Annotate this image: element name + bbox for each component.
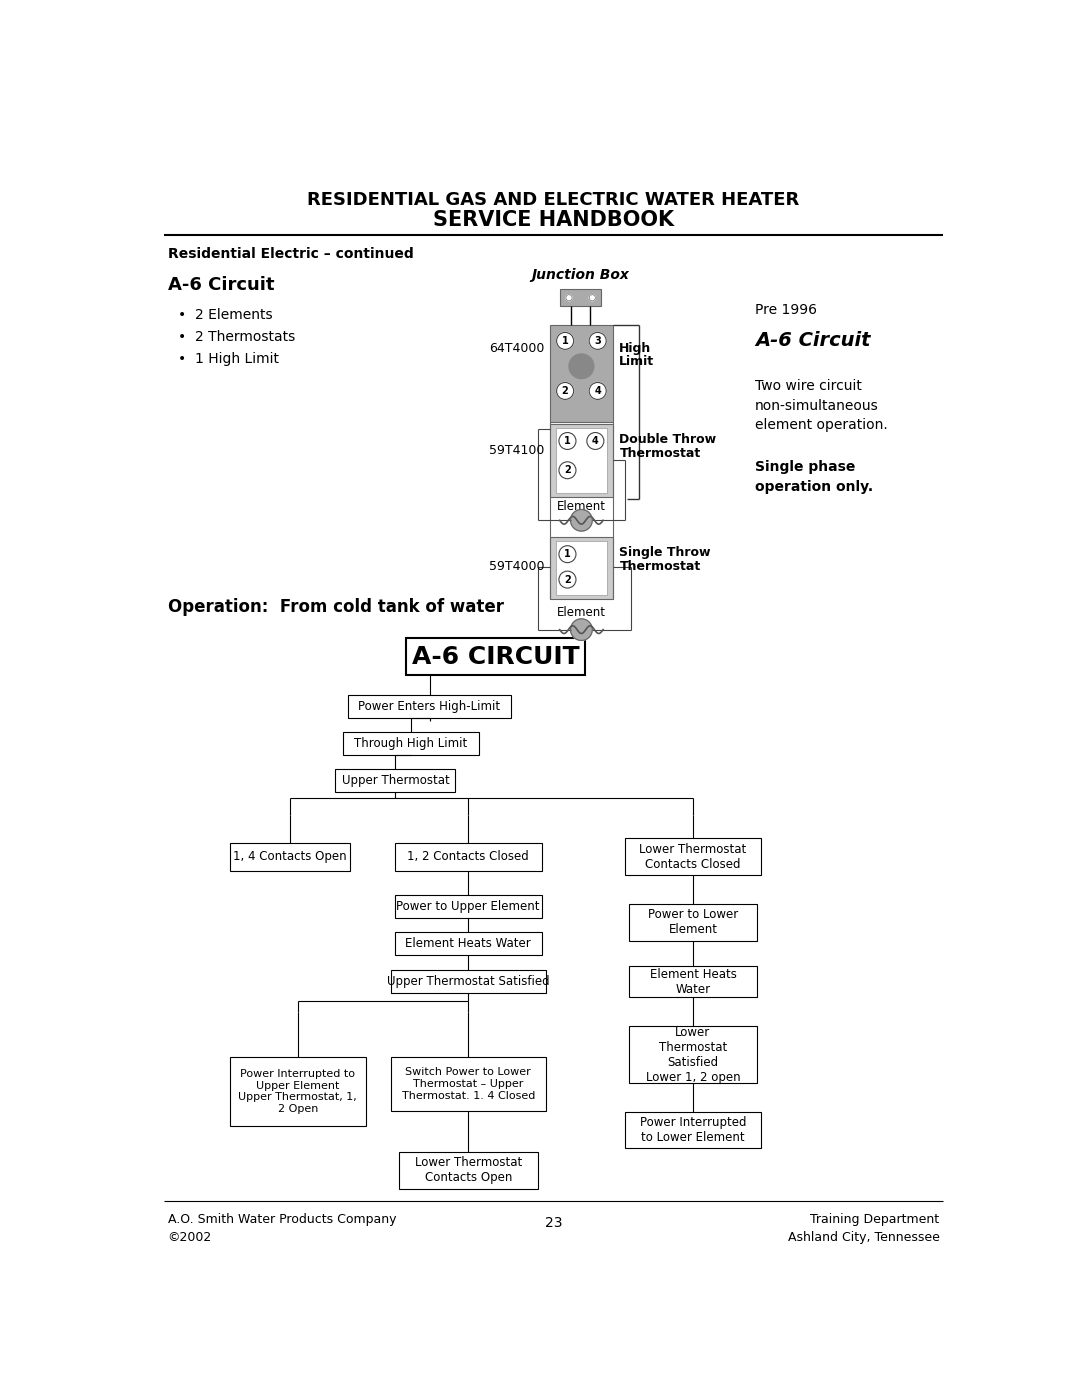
Text: A-6 Circuit: A-6 Circuit bbox=[167, 275, 274, 293]
Bar bbox=[550, 538, 613, 599]
Text: Double Throw: Double Throw bbox=[619, 433, 716, 446]
Circle shape bbox=[586, 433, 604, 450]
Circle shape bbox=[570, 510, 592, 531]
Text: Power Interrupted to
Upper Element
Upper Thermostat, 1,
2 Open: Power Interrupted to Upper Element Upper… bbox=[239, 1069, 357, 1113]
Text: 2: 2 bbox=[564, 465, 571, 475]
Bar bbox=[394, 895, 542, 918]
Circle shape bbox=[570, 619, 592, 640]
Text: 59T4000: 59T4000 bbox=[489, 560, 544, 573]
Text: Thermostat: Thermostat bbox=[619, 447, 701, 460]
Text: Lower Thermostat
Contacts Closed: Lower Thermostat Contacts Closed bbox=[639, 842, 746, 870]
Circle shape bbox=[559, 433, 576, 450]
Text: 1: 1 bbox=[564, 549, 571, 559]
Text: Through High Limit: Through High Limit bbox=[354, 738, 468, 750]
Text: 1: 1 bbox=[564, 436, 571, 446]
Text: Element: Element bbox=[557, 500, 606, 513]
Text: Element Heats
Water: Element Heats Water bbox=[649, 968, 737, 996]
Text: 1, 2 Contacts Closed: 1, 2 Contacts Closed bbox=[407, 851, 529, 863]
Text: •  2 Thermostats: • 2 Thermostats bbox=[177, 330, 295, 344]
Bar bbox=[625, 838, 760, 876]
Text: 4: 4 bbox=[594, 386, 602, 395]
Text: Thermostat: Thermostat bbox=[619, 560, 701, 573]
Circle shape bbox=[559, 462, 576, 479]
Text: 59T4100: 59T4100 bbox=[489, 444, 544, 457]
Text: Element Heats Water: Element Heats Water bbox=[405, 937, 531, 950]
Text: Upper Thermostat: Upper Thermostat bbox=[341, 774, 449, 787]
Text: High: High bbox=[619, 342, 651, 355]
Text: •  1 High Limit: • 1 High Limit bbox=[177, 352, 279, 366]
Text: 2: 2 bbox=[562, 386, 568, 395]
Text: Power Enters High-Limit: Power Enters High-Limit bbox=[359, 700, 500, 712]
Circle shape bbox=[556, 332, 573, 349]
Circle shape bbox=[559, 546, 576, 563]
Text: Training Department
Ashland City, Tennessee: Training Department Ashland City, Tennes… bbox=[787, 1214, 940, 1245]
Text: 64T4000: 64T4000 bbox=[489, 342, 544, 355]
Circle shape bbox=[556, 383, 573, 400]
Bar bbox=[629, 1027, 757, 1083]
Text: Upper Thermostat Satisfied: Upper Thermostat Satisfied bbox=[387, 975, 550, 988]
Bar bbox=[348, 696, 511, 718]
Text: •  2 Elements: • 2 Elements bbox=[177, 309, 272, 323]
Text: Two wire circuit
non-simultaneous
element operation.: Two wire circuit non-simultaneous elemen… bbox=[755, 380, 888, 433]
Bar bbox=[556, 541, 607, 595]
Text: 4: 4 bbox=[592, 436, 598, 446]
Bar bbox=[556, 427, 607, 493]
Text: Junction Box: Junction Box bbox=[531, 268, 630, 282]
Text: 23: 23 bbox=[544, 1217, 563, 1231]
Text: Power to Lower
Element: Power to Lower Element bbox=[648, 908, 738, 936]
Bar bbox=[561, 289, 600, 306]
Text: A-6 CIRCUIT: A-6 CIRCUIT bbox=[411, 644, 579, 669]
Bar bbox=[394, 932, 542, 956]
Bar bbox=[629, 904, 757, 940]
Text: A.O. Smith Water Products Company
©2002: A.O. Smith Water Products Company ©2002 bbox=[167, 1214, 396, 1245]
Bar bbox=[230, 842, 350, 870]
Bar bbox=[335, 768, 456, 792]
Text: Lower Thermostat
Contacts Open: Lower Thermostat Contacts Open bbox=[415, 1157, 522, 1185]
Text: Lower
Thermostat
Satisfied
Lower 1, 2 open: Lower Thermostat Satisfied Lower 1, 2 op… bbox=[646, 1025, 740, 1084]
Circle shape bbox=[569, 353, 594, 379]
Circle shape bbox=[590, 332, 606, 349]
Bar bbox=[399, 1151, 538, 1189]
Text: Residential Electric – continued: Residential Electric – continued bbox=[167, 247, 414, 261]
Bar bbox=[625, 1112, 760, 1148]
Text: Single Throw: Single Throw bbox=[619, 546, 711, 559]
Text: RESIDENTIAL GAS AND ELECTRIC WATER HEATER: RESIDENTIAL GAS AND ELECTRIC WATER HEATE… bbox=[308, 191, 799, 210]
Text: A-6 Circuit: A-6 Circuit bbox=[755, 331, 870, 351]
Bar bbox=[391, 1058, 545, 1111]
Text: 2: 2 bbox=[564, 574, 571, 584]
Bar bbox=[230, 1058, 365, 1126]
Bar bbox=[394, 842, 542, 870]
Text: 1: 1 bbox=[562, 335, 568, 346]
Circle shape bbox=[559, 571, 576, 588]
Bar bbox=[550, 326, 613, 422]
Text: Pre 1996: Pre 1996 bbox=[755, 303, 816, 317]
Text: Power to Upper Element: Power to Upper Element bbox=[396, 900, 540, 914]
Text: SERVICE HANDBOOK: SERVICE HANDBOOK bbox=[433, 210, 674, 231]
Text: Element: Element bbox=[557, 606, 606, 619]
Circle shape bbox=[566, 295, 572, 300]
Text: 3: 3 bbox=[594, 335, 602, 346]
Text: Single phase
operation only.: Single phase operation only. bbox=[755, 460, 873, 493]
Text: Power Interrupted
to Lower Element: Power Interrupted to Lower Element bbox=[639, 1116, 746, 1144]
Bar bbox=[406, 638, 584, 675]
Bar bbox=[391, 970, 545, 993]
Text: Limit: Limit bbox=[619, 355, 654, 369]
Bar bbox=[343, 732, 478, 756]
Text: 1, 4 Contacts Open: 1, 4 Contacts Open bbox=[233, 851, 347, 863]
Bar bbox=[629, 967, 757, 997]
Text: Switch Power to Lower
Thermostat – Upper
Thermostat. 1. 4 Closed: Switch Power to Lower Thermostat – Upper… bbox=[402, 1067, 535, 1101]
Circle shape bbox=[590, 383, 606, 400]
Bar bbox=[550, 425, 613, 497]
Circle shape bbox=[590, 295, 595, 300]
Text: Operation:  From cold tank of water: Operation: From cold tank of water bbox=[167, 598, 503, 616]
